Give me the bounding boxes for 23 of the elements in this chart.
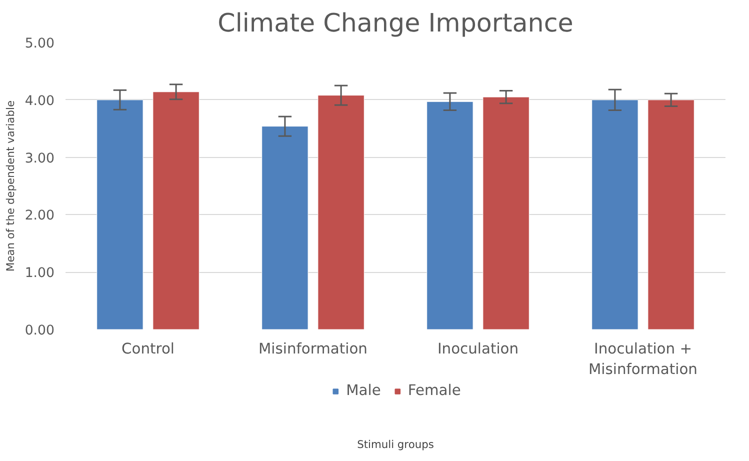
y-tick-label: 1.00	[24, 266, 55, 282]
bar	[152, 92, 200, 330]
y-axis-title: Mean of the dependent variable	[4, 100, 17, 272]
y-tick-label: 0.00	[24, 324, 55, 338]
legend-label: Male	[346, 382, 381, 399]
bar	[648, 100, 694, 330]
legend-label: Female	[408, 382, 461, 399]
x-tick-label: Inoculation	[437, 340, 519, 358]
bar	[426, 101, 474, 330]
x-tick-label: Inoculation + Misinformation	[588, 340, 698, 378]
bar	[318, 95, 364, 330]
bar	[482, 96, 530, 330]
y-tick-label: 5.00	[24, 36, 55, 52]
y-tick-label: 3.00	[24, 151, 55, 166]
chart-title: Climate Change Importance	[218, 8, 574, 38]
bar	[96, 100, 144, 330]
y-tick-label: 2.00	[24, 208, 55, 224]
bar	[262, 126, 308, 330]
bar	[592, 100, 638, 330]
x-tick-label: Misinformation	[258, 340, 368, 358]
y-tick-label: 4.00	[24, 94, 55, 109]
text: Stimuli groups	[357, 438, 434, 451]
x-tick-label: Control	[122, 340, 174, 358]
